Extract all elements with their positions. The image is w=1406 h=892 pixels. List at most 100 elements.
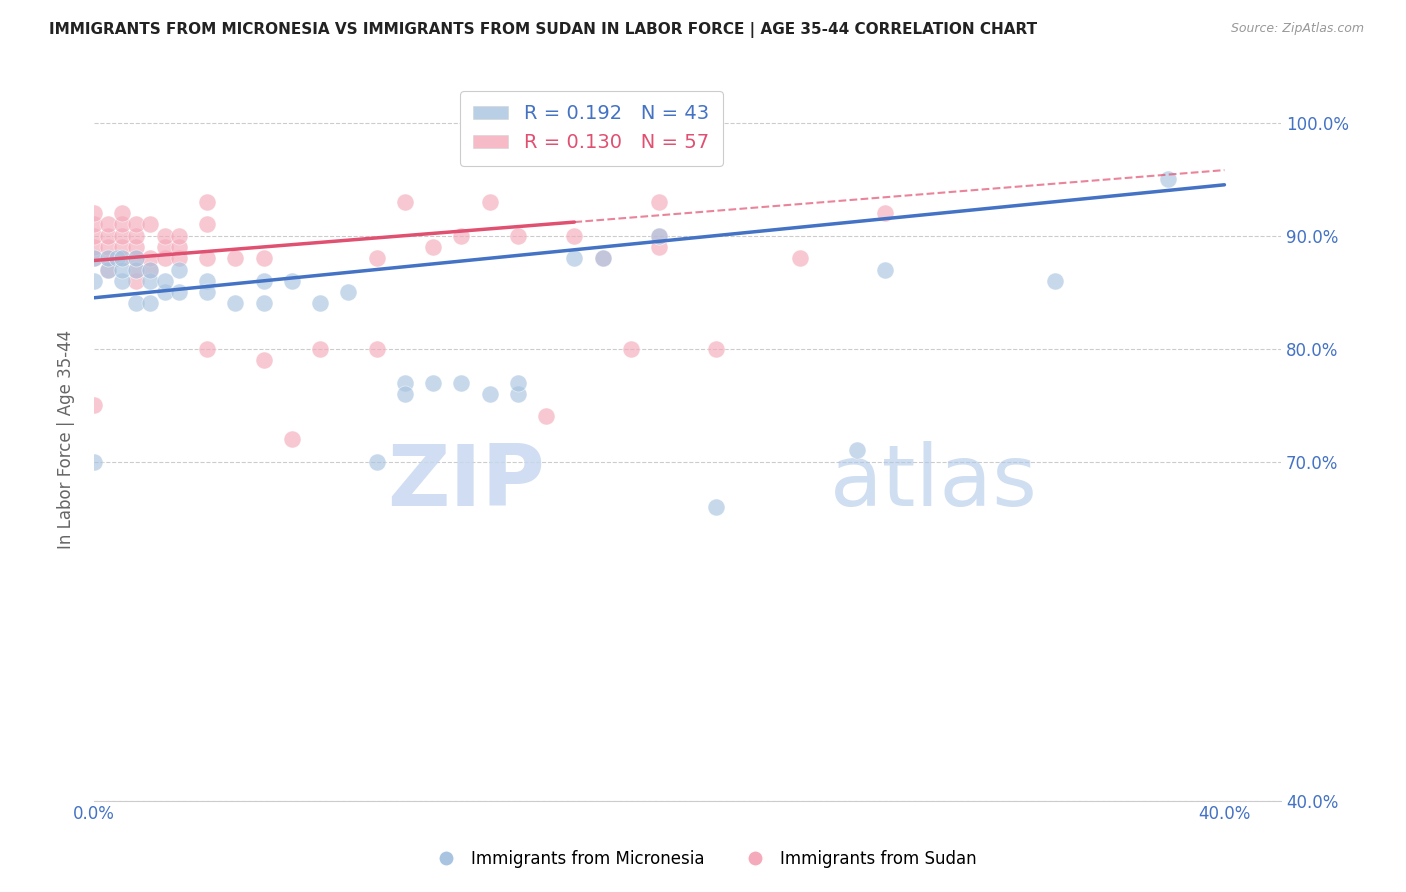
Point: [195, 252, 218, 266]
Point: [125, 228, 148, 243]
Point: [620, 342, 643, 356]
Point: [1043, 274, 1066, 288]
Point: [139, 262, 162, 277]
Point: [111, 206, 134, 220]
Y-axis label: In Labor Force | Age 35-44: In Labor Force | Age 35-44: [58, 329, 75, 549]
Point: [846, 443, 869, 458]
Text: ZIP: ZIP: [387, 441, 546, 524]
Point: [450, 228, 472, 243]
Point: [252, 274, 274, 288]
Point: [111, 274, 134, 288]
Point: [224, 252, 246, 266]
Point: [648, 194, 671, 209]
Point: [195, 217, 218, 231]
Point: [83, 217, 105, 231]
Point: [125, 252, 148, 266]
Point: [167, 262, 190, 277]
Point: [704, 500, 727, 514]
Point: [83, 252, 105, 266]
Point: [592, 252, 614, 266]
Point: [97, 240, 120, 254]
Point: [167, 240, 190, 254]
Point: [167, 252, 190, 266]
Point: [97, 262, 120, 277]
Point: [309, 296, 332, 310]
Point: [167, 228, 190, 243]
Point: [153, 274, 176, 288]
Text: IMMIGRANTS FROM MICRONESIA VS IMMIGRANTS FROM SUDAN IN LABOR FORCE | AGE 35-44 C: IMMIGRANTS FROM MICRONESIA VS IMMIGRANTS…: [49, 22, 1038, 38]
Point: [125, 217, 148, 231]
Point: [195, 274, 218, 288]
Point: [648, 240, 671, 254]
Point: [478, 387, 501, 401]
Point: [422, 376, 444, 390]
Point: [478, 194, 501, 209]
Point: [564, 228, 586, 243]
Point: [394, 376, 416, 390]
Point: [97, 252, 120, 266]
Point: [97, 217, 120, 231]
Point: [506, 376, 529, 390]
Point: [281, 432, 304, 446]
Point: [450, 376, 472, 390]
Point: [167, 285, 190, 300]
Point: [506, 387, 529, 401]
Point: [592, 252, 614, 266]
Point: [252, 353, 274, 368]
Point: [153, 252, 176, 266]
Point: [224, 296, 246, 310]
Point: [83, 455, 105, 469]
Point: [337, 285, 360, 300]
Point: [111, 252, 134, 266]
Point: [139, 217, 162, 231]
Point: [648, 228, 671, 243]
Point: [125, 296, 148, 310]
Point: [111, 252, 134, 266]
Legend: Immigrants from Micronesia, Immigrants from Sudan: Immigrants from Micronesia, Immigrants f…: [423, 844, 983, 875]
Point: [139, 252, 162, 266]
Point: [366, 252, 388, 266]
Point: [366, 342, 388, 356]
Point: [83, 228, 105, 243]
Point: [83, 252, 105, 266]
Point: [252, 296, 274, 310]
Point: [139, 296, 162, 310]
Point: [534, 409, 557, 424]
Point: [1157, 172, 1180, 186]
Text: atlas: atlas: [830, 441, 1038, 524]
Point: [125, 274, 148, 288]
Legend: R = 0.192   N = 43, R = 0.130   N = 57: R = 0.192 N = 43, R = 0.130 N = 57: [460, 91, 723, 166]
Point: [195, 285, 218, 300]
Point: [125, 262, 148, 277]
Point: [111, 228, 134, 243]
Point: [252, 252, 274, 266]
Point: [111, 240, 134, 254]
Point: [139, 262, 162, 277]
Point: [125, 240, 148, 254]
Point: [875, 206, 897, 220]
Point: [309, 342, 332, 356]
Point: [153, 285, 176, 300]
Point: [83, 398, 105, 412]
Point: [97, 252, 120, 266]
Point: [111, 217, 134, 231]
Point: [153, 240, 176, 254]
Point: [422, 240, 444, 254]
Point: [105, 252, 128, 266]
Point: [83, 240, 105, 254]
Point: [195, 342, 218, 356]
Point: [97, 262, 120, 277]
Point: [789, 252, 811, 266]
Point: [281, 274, 304, 288]
Point: [83, 274, 105, 288]
Point: [648, 228, 671, 243]
Point: [704, 342, 727, 356]
Point: [83, 206, 105, 220]
Point: [139, 274, 162, 288]
Point: [97, 228, 120, 243]
Point: [506, 228, 529, 243]
Text: Source: ZipAtlas.com: Source: ZipAtlas.com: [1230, 22, 1364, 36]
Point: [875, 262, 897, 277]
Point: [195, 194, 218, 209]
Point: [564, 252, 586, 266]
